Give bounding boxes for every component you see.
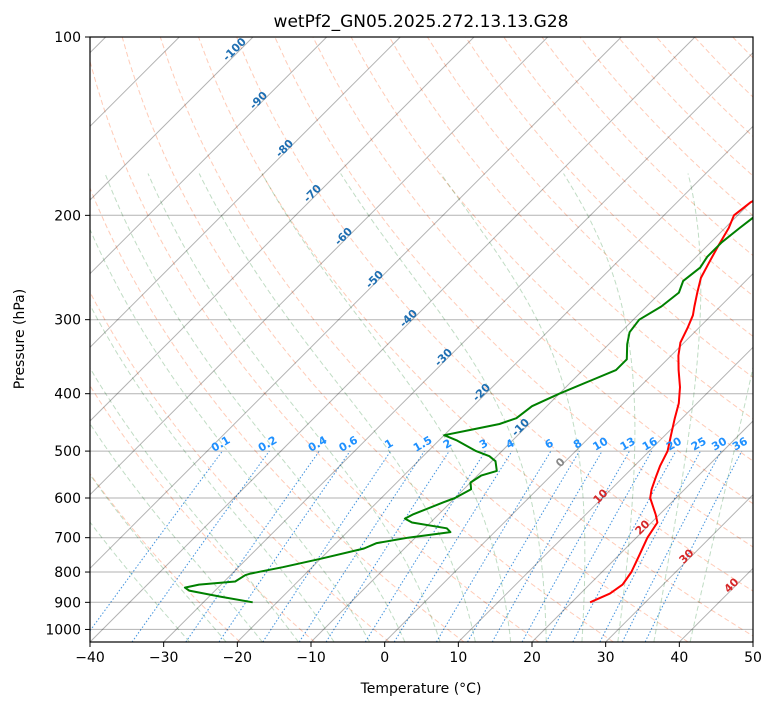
x-tick-label: 30 <box>597 650 615 666</box>
dry-adiabat-line <box>236 37 753 592</box>
dry-adiabat-line <box>90 472 241 642</box>
y-tick-label: 600 <box>54 491 81 507</box>
mixing-ratio-line <box>131 450 270 642</box>
mixing-ratio-line <box>599 450 701 642</box>
isotherm-line <box>90 37 696 642</box>
mixing-ratio-line <box>621 450 722 642</box>
dewpoint-profile-line <box>183 216 753 604</box>
x-axis: −40 −30 −20 −10 0 10 20 30 40 50 <box>75 642 762 666</box>
y-axis-label: Pressure (hPa) <box>12 289 28 389</box>
y-tick-label: 700 <box>54 531 81 547</box>
moist-adiabat-line <box>104 173 406 642</box>
dry-adiabat-line <box>503 37 753 297</box>
dry-adiabat-line <box>274 37 753 548</box>
isotherm-line <box>531 420 753 642</box>
dry-adiabat-line <box>90 291 390 642</box>
dry-adiabat-line <box>121 37 614 642</box>
y-tick-label: 1000 <box>45 622 81 638</box>
mixing-ratio-line <box>364 450 486 642</box>
x-tick-label: −20 <box>223 650 253 666</box>
mixing-ratio-line <box>644 450 743 642</box>
x-tick-label: −10 <box>296 650 326 666</box>
isotherm-line <box>236 125 753 642</box>
mixing-ratio-line <box>90 450 223 632</box>
isotherm-line <box>163 51 753 642</box>
dry-adiabat-line <box>198 37 753 637</box>
mixing-ratio-line <box>262 450 392 642</box>
mixing-ratio-line <box>435 450 552 642</box>
y-tick-label: 500 <box>54 444 81 460</box>
mixing-ratio-line <box>572 450 677 642</box>
isotherm-line <box>90 37 549 496</box>
x-tick-label: 10 <box>449 650 467 666</box>
isotherm-line <box>90 37 622 570</box>
x-tick-label: 50 <box>744 650 762 666</box>
chart-title: wetPf2_GN05.2025.272.13.13.G28 <box>274 12 569 32</box>
moist-adiabat-line <box>90 367 299 642</box>
isotherm-line <box>310 199 753 642</box>
plot-frame <box>89 36 754 643</box>
dry-adiabat-line <box>771 37 775 642</box>
background-lines <box>90 37 775 642</box>
moist-adiabat-line <box>90 228 371 642</box>
moist-adiabat-line <box>90 303 335 642</box>
dry-adiabat-line <box>350 37 753 462</box>
x-tick-label: 0 <box>380 650 389 666</box>
isotherm-line <box>90 37 328 275</box>
moist-adiabat-line <box>147 173 441 642</box>
temperature-profile-line <box>589 199 753 604</box>
y-axis: 100 200 300 400 500 600 700 800 900 1000 <box>45 30 90 638</box>
moist-adiabat-line <box>90 422 263 642</box>
mixing-ratio-line <box>298 450 425 642</box>
isotherm-line <box>90 37 475 422</box>
mixing-ratio-line <box>545 450 653 642</box>
dry-adiabat-line <box>90 59 540 642</box>
moist-adiabat-line <box>440 173 586 642</box>
isotherm-line <box>605 493 753 642</box>
dry-adiabat-line <box>159 37 689 642</box>
plot-background <box>90 37 753 642</box>
x-tick-label: −30 <box>149 650 179 666</box>
x-tick-label: 20 <box>523 650 541 666</box>
isotherm-line <box>384 272 753 642</box>
x-tick-label: 40 <box>670 650 688 666</box>
mixing-ratio-line <box>218 450 351 642</box>
y-tick-label: 900 <box>54 595 81 611</box>
x-axis-label: Temperature (°C) <box>360 681 482 697</box>
dry-adiabat-line <box>90 186 465 642</box>
isotherm-line <box>90 37 401 349</box>
isotherm-line <box>752 641 753 642</box>
mixing-ratio-line <box>185 450 320 642</box>
isotherm-line <box>90 37 254 201</box>
mixing-ratio-line <box>325 450 450 642</box>
y-tick-label: 100 <box>54 30 81 46</box>
moist-adiabat-line <box>90 521 190 642</box>
dry-adiabat-line <box>426 37 753 378</box>
dry-adiabat-line <box>90 384 316 642</box>
moist-adiabat-line <box>340 173 547 642</box>
y-tick-label: 200 <box>54 208 81 224</box>
moist-adiabat-line <box>563 173 636 642</box>
x-tick-label: −40 <box>75 650 105 666</box>
y-tick-label: 400 <box>54 387 81 403</box>
profile-lines <box>183 199 753 604</box>
y-tick-label: 800 <box>54 565 81 581</box>
y-tick-label: 300 <box>54 313 81 329</box>
mixing-ratio-line <box>393 450 513 642</box>
mixing-ratio-line <box>521 450 630 642</box>
isotherm-line <box>457 346 753 642</box>
moist-adiabat-line <box>90 473 227 642</box>
moist-adiabat-line <box>261 173 512 642</box>
